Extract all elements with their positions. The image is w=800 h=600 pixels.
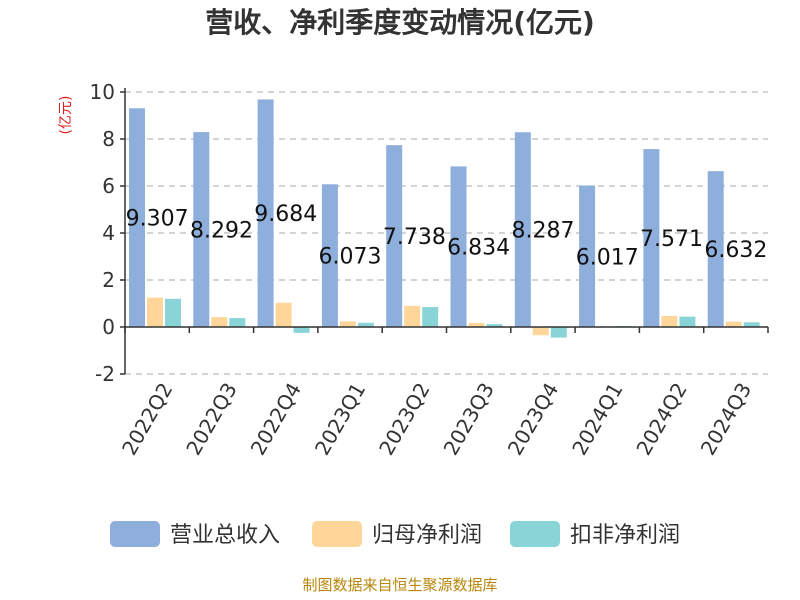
legend-label: 归母净利润 (372, 523, 482, 548)
bar-2-2022Q2 (165, 298, 181, 327)
y-tick-label: 0 (102, 315, 115, 339)
bar-1-2023Q1 (339, 321, 356, 327)
data-label: 6.073 (319, 245, 382, 270)
data-label: 7.571 (640, 227, 703, 252)
y-axis-unit-label: (亿元) (58, 96, 74, 135)
data-label: 6.632 (704, 238, 767, 263)
source-note: 制图数据来自恒生聚源数据库 (302, 576, 497, 594)
legend-label: 营业总收入 (170, 523, 280, 548)
bar-2-2023Q2 (422, 307, 439, 327)
bar-1-2022Q4 (275, 302, 292, 327)
bar-1-2023Q2 (404, 305, 421, 327)
bar-0-2022Q2 (129, 108, 145, 328)
y-tick-label: 8 (102, 127, 115, 151)
bar-1-2024Q3 (725, 321, 742, 327)
data-label: 8.292 (190, 219, 253, 244)
bar-0-2024Q2 (643, 149, 660, 327)
x-category-label: 2022Q2 (117, 379, 177, 460)
x-category-label: 2023Q1 (310, 379, 370, 460)
bar-1-2022Q3 (211, 317, 228, 327)
y-tick-label: -2 (95, 362, 115, 386)
bar-2-2024Q3 (743, 322, 760, 327)
bar-1-2022Q2 (147, 297, 163, 327)
legend-swatch (510, 521, 560, 547)
bar-1-2023Q3 (468, 323, 485, 327)
bar-0-2023Q2 (386, 145, 403, 327)
legend-swatch (312, 521, 362, 547)
bar-0-2023Q3 (450, 166, 467, 327)
data-label: 9.307 (126, 207, 189, 232)
bar-0-2024Q1 (579, 185, 596, 327)
data-label: 6.017 (576, 245, 639, 270)
x-category-label: 2022Q4 (246, 379, 306, 460)
data-label: 6.834 (447, 236, 510, 261)
bar-0-2022Q3 (193, 132, 210, 327)
y-tick-label: 6 (102, 174, 115, 198)
bar-2-2023Q1 (357, 322, 374, 327)
legend: 营业总收入 归母净利润 扣非净利润 (110, 521, 680, 548)
bar-0-2024Q3 (707, 171, 724, 327)
data-label: 7.738 (383, 225, 446, 250)
chart-title: 营收、净利季度变动情况(亿元) (205, 6, 595, 39)
y-tick-label: 2 (102, 268, 115, 292)
bar-0-2023Q1 (321, 184, 338, 327)
x-category-label: 2023Q3 (439, 379, 499, 460)
y-tick-label: 4 (102, 221, 115, 245)
bar-2-2022Q3 (229, 318, 246, 327)
x-category-label: 2023Q2 (374, 379, 434, 460)
bars-layer (129, 99, 760, 338)
legend-label: 扣非净利润 (570, 523, 680, 548)
bar-0-2022Q4 (257, 99, 274, 328)
bar-1-2024Q2 (661, 315, 678, 327)
legend-swatch (110, 521, 160, 547)
y-tick-label: 10 (90, 80, 115, 104)
bar-2-2024Q2 (679, 316, 696, 327)
x-category-label: 2023Q4 (503, 379, 563, 460)
x-category-label: 2022Q3 (181, 379, 241, 460)
data-label: 8.287 (511, 219, 574, 244)
data-label: 9.684 (254, 202, 317, 227)
bar-2-2022Q4 (293, 327, 310, 333)
bar-0-2023Q4 (514, 132, 531, 327)
bar-2-2023Q4 (550, 327, 567, 338)
x-category-label: 2024Q1 (567, 379, 627, 460)
bar-1-2023Q4 (532, 327, 549, 336)
x-category-label: 2024Q2 (631, 379, 691, 460)
x-category-label: 2024Q3 (696, 379, 756, 460)
bar-2-2023Q3 (486, 324, 503, 327)
